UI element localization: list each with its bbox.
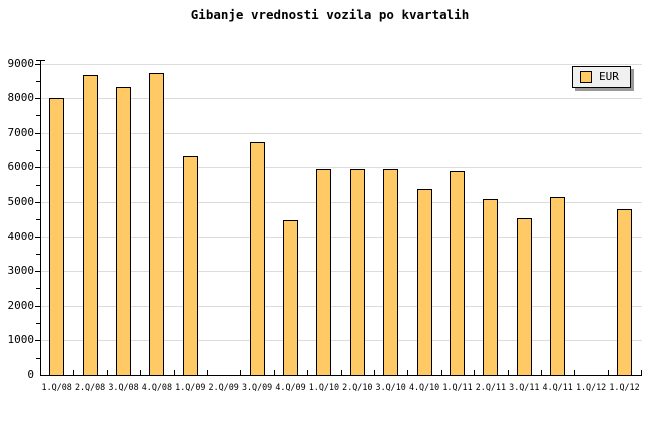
bar-2-q-08 [82, 74, 98, 375]
x-axis-label: 1.Q/08 [41, 382, 72, 392]
x-axis-label: 3.Q/08 [108, 382, 139, 392]
x-axis-tick [73, 370, 75, 375]
x-axis-label: 4.Q/09 [275, 382, 306, 392]
y-axis-major-tick [35, 236, 40, 238]
y-axis-major-tick [35, 132, 40, 134]
gridline [40, 271, 642, 273]
bar-4-q-09 [283, 219, 298, 375]
x-axis-tick [440, 370, 442, 375]
y-axis-cap [36, 60, 45, 61]
gridline [40, 201, 642, 203]
bar-1-q-11 [450, 171, 465, 375]
y-axis-minor-tick [36, 115, 40, 117]
y-axis-major-tick [35, 167, 40, 169]
y-axis-major-tick [35, 271, 40, 273]
x-axis-label: 1.Q/12 [609, 382, 640, 392]
y-axis-label: 8000 [7, 91, 35, 105]
y-axis-label: 2000 [7, 298, 35, 312]
y-axis-major-tick [35, 305, 40, 307]
x-axis-tick [207, 370, 208, 375]
x-axis-label: 2.Q/09 [208, 382, 239, 392]
x-axis-tick [307, 370, 309, 375]
x-axis-label: 3.Q/11 [509, 382, 540, 392]
y-axis-minor-tick [36, 323, 40, 325]
y-axis-minor-tick [36, 219, 40, 221]
x-axis-label: 1.Q/11 [442, 382, 473, 392]
x-axis-tick [474, 370, 476, 375]
x-axis-label: 2.Q/11 [475, 382, 507, 392]
gridline [40, 98, 642, 100]
y-axis-minor-tick [36, 288, 40, 290]
x-axis-label: 3.Q/09 [241, 382, 273, 392]
bar-1-q-09 [182, 155, 198, 375]
x-axis-tick [340, 370, 342, 375]
chart-title: Gibanje vrednosti vozila po kvartalih [190, 7, 470, 22]
y-axis-major-tick [35, 63, 40, 65]
y-axis-label: 6000 [7, 160, 35, 174]
legend-swatch-icon [580, 71, 592, 83]
y-axis-minor-tick [36, 150, 40, 152]
y-axis-minor-tick [36, 253, 40, 255]
bar-4-q-08 [149, 72, 165, 375]
x-axis-label: 1.Q/09 [175, 382, 206, 392]
x-axis [40, 375, 642, 376]
bar-2-q-10 [349, 169, 365, 375]
y-axis-label: 1000 [7, 333, 35, 347]
y-axis-minor-tick [36, 184, 40, 186]
x-axis-tick [407, 370, 409, 375]
y-axis-minor-tick [36, 80, 40, 82]
gridline [40, 236, 642, 238]
bar-1-q-10 [316, 169, 332, 375]
bar-3-q-08 [116, 87, 131, 375]
x-axis-tick [641, 370, 643, 375]
x-axis-tick [607, 370, 609, 375]
y-axis-label: 3000 [7, 264, 35, 278]
x-axis-tick [273, 370, 275, 375]
bar-4-q-11 [550, 196, 566, 375]
y-axis-label: 5000 [7, 194, 35, 208]
x-axis-label: 4.Q/08 [141, 382, 173, 392]
legend-label: EUR [599, 70, 619, 83]
bar-3-q-11 [516, 218, 532, 375]
x-axis-label: 4.Q/10 [408, 382, 440, 392]
y-axis-label: 7000 [7, 125, 35, 139]
x-axis-label: 1.Q/10 [308, 382, 340, 392]
y-axis-label: 0 [27, 368, 34, 381]
y-axis-minor-tick [36, 357, 40, 359]
x-axis-label: 3.Q/10 [375, 382, 406, 392]
gridline [40, 305, 642, 307]
x-axis-label: 2.Q/10 [342, 382, 373, 392]
bar-2-q-11 [483, 199, 499, 375]
gridline [40, 63, 642, 65]
gridline [40, 340, 642, 342]
x-axis-tick [574, 370, 576, 375]
x-axis-label: 4.Q/11 [542, 382, 573, 392]
gridline [40, 167, 642, 169]
x-axis-tick [140, 370, 142, 375]
x-axis-tick [541, 370, 542, 375]
x-axis-tick [374, 370, 375, 375]
bar-3-q-09 [249, 141, 265, 375]
bar-4-q-10 [416, 189, 432, 375]
y-axis [40, 60, 41, 376]
x-axis-tick [106, 370, 108, 375]
y-axis-major-tick [35, 98, 40, 100]
x-axis-label: 2.Q/08 [74, 382, 106, 392]
y-axis-label: 9000 [7, 56, 35, 70]
x-axis-label: 1.Q/12 [575, 382, 607, 392]
bar-1-q-08 [49, 98, 65, 375]
bar-3-q-10 [383, 169, 399, 375]
legend: EUR [572, 66, 631, 88]
y-axis-major-tick [35, 201, 40, 203]
y-axis-label: 4000 [7, 229, 35, 243]
x-axis-tick [173, 370, 175, 375]
gridline [40, 132, 642, 134]
x-axis-tick [507, 370, 509, 375]
x-axis-tick [240, 370, 242, 375]
bar-1-q-12 [617, 209, 632, 375]
y-axis-major-tick [35, 340, 40, 342]
